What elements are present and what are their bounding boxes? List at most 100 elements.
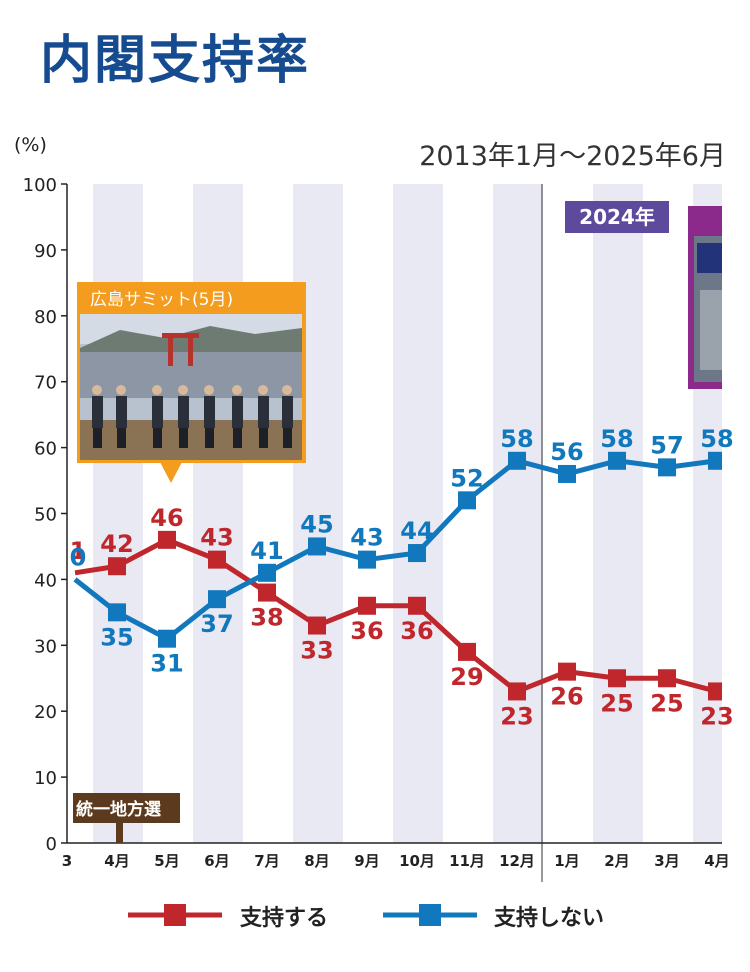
y-tick-label: 20 (34, 702, 57, 723)
support-marker (458, 642, 476, 661)
election-badge-pointer (116, 822, 123, 843)
y-tick-label: 10 (34, 768, 57, 789)
support-marker (508, 682, 526, 701)
nonsupport-value-label: 58 (700, 425, 733, 453)
x-tick-label: 2月 (604, 852, 629, 870)
summit-photo-torii-left (168, 336, 173, 366)
summit-photo-person-legs (179, 428, 188, 448)
support-value-label: 23 (700, 702, 733, 730)
election-badge-label: 統一地方選 (76, 799, 161, 820)
support-value-label: 25 (650, 689, 683, 717)
summit-photo-person-head (92, 385, 102, 395)
summit-photo-person-legs (259, 428, 268, 448)
nonsupport-marker (708, 451, 722, 470)
nonsupport-value-label: 41 (250, 537, 283, 565)
y-tick-label: 0 (46, 834, 57, 855)
summit-photo-person-body (92, 396, 103, 428)
x-tick-label: 11月 (449, 852, 485, 870)
nonsupport-value-label: 37 (200, 610, 233, 638)
support-value-label: 38 (250, 604, 283, 632)
y-tick-label: 30 (34, 636, 57, 657)
support-value-label: 43 (200, 524, 233, 552)
summit-photo-person-head (152, 385, 162, 395)
support-marker (108, 557, 126, 576)
nonsupport-value-label: 57 (650, 431, 683, 459)
summit-photo-person-body (152, 396, 163, 428)
summit-photo-person-head (258, 385, 268, 395)
y-tick-label: 40 (34, 570, 57, 591)
support-marker (558, 662, 576, 681)
nonsupport-marker (508, 451, 526, 470)
summit-photo-person-head (282, 385, 292, 395)
cropped-photo-sign (697, 243, 722, 273)
summit-photo-torii-right (188, 336, 193, 366)
x-tick-label: 8月 (304, 852, 329, 870)
support-marker (708, 682, 722, 701)
support-marker (358, 596, 376, 615)
summit-photo-person-head (204, 385, 214, 395)
x-tick-label: 6月 (204, 852, 229, 870)
summit-photo-person-head (116, 385, 126, 395)
nonsupport-marker (158, 629, 176, 648)
y-tick-label: 70 (34, 373, 57, 394)
support-value-label: 46 (150, 504, 183, 532)
nonsupport-value-label: 31 (150, 650, 183, 678)
summit-photo-person-body (116, 396, 127, 428)
support-marker (258, 583, 276, 602)
x-tick-label: 3 (62, 852, 72, 870)
y-tick-label: 90 (34, 241, 57, 262)
x-tick-label: 1月 (554, 852, 579, 870)
support-marker (208, 550, 226, 569)
legend-support-marker (164, 904, 186, 926)
summit-photo-person-legs (117, 428, 126, 448)
y-tick-label: 60 (34, 439, 57, 460)
election-badge (73, 793, 180, 823)
support-value-label: 33 (300, 637, 333, 665)
legend-nonsupport-label: 支持しない (494, 906, 605, 931)
legend-support-label: 支持する (240, 906, 329, 931)
nonsupport-marker (258, 563, 276, 582)
page-title: 内閣支持率 (40, 31, 311, 91)
support-marker (658, 669, 676, 688)
x-tick-label: 5月 (154, 852, 179, 870)
support-marker (608, 669, 626, 688)
y-tick-label: 80 (34, 307, 57, 328)
summit-photo-person-head (178, 385, 188, 395)
nonsupport-marker (458, 491, 476, 510)
nonsupport-value-label: 56 (550, 438, 583, 466)
nonsupport-value-label: 0 (70, 543, 87, 571)
stripe-band (493, 184, 543, 843)
x-tick-label: 9月 (354, 852, 379, 870)
support-value-label: 25 (600, 689, 633, 717)
y-tick-label: 50 (34, 505, 57, 526)
x-tick-label: 4月 (104, 852, 129, 870)
nonsupport-marker (358, 550, 376, 569)
nonsupport-value-label: 45 (300, 510, 333, 538)
summit-photo-person-body (178, 396, 189, 428)
support-value-label: 36 (400, 617, 433, 645)
support-value-label: 36 (350, 617, 383, 645)
support-value-label: 1 (70, 537, 87, 565)
x-tick-label: 4月 (704, 852, 729, 870)
nonsupport-marker (208, 590, 226, 609)
nonsupport-marker (408, 544, 426, 563)
support-value-label: 29 (450, 663, 483, 691)
summit-photo-person-legs (153, 428, 162, 448)
summit-photo-person-body (282, 396, 293, 428)
nonsupport-marker (558, 464, 576, 483)
summit-photo-person-body (232, 396, 243, 428)
support-value-label: 42 (100, 530, 133, 558)
support-marker (158, 530, 176, 549)
legend-nonsupport-marker (419, 904, 441, 926)
nonsupport-value-label: 35 (100, 623, 133, 651)
support-marker (408, 596, 426, 615)
stripe-band (393, 184, 443, 843)
stripe-band (593, 184, 643, 843)
nonsupport-marker (108, 603, 126, 622)
summit-photo-person-legs (93, 428, 102, 448)
year-badge (565, 201, 669, 233)
nonsupport-value-label: 44 (400, 517, 433, 545)
support-value-label: 23 (500, 702, 533, 730)
y-tick-label: 100 (23, 175, 57, 196)
